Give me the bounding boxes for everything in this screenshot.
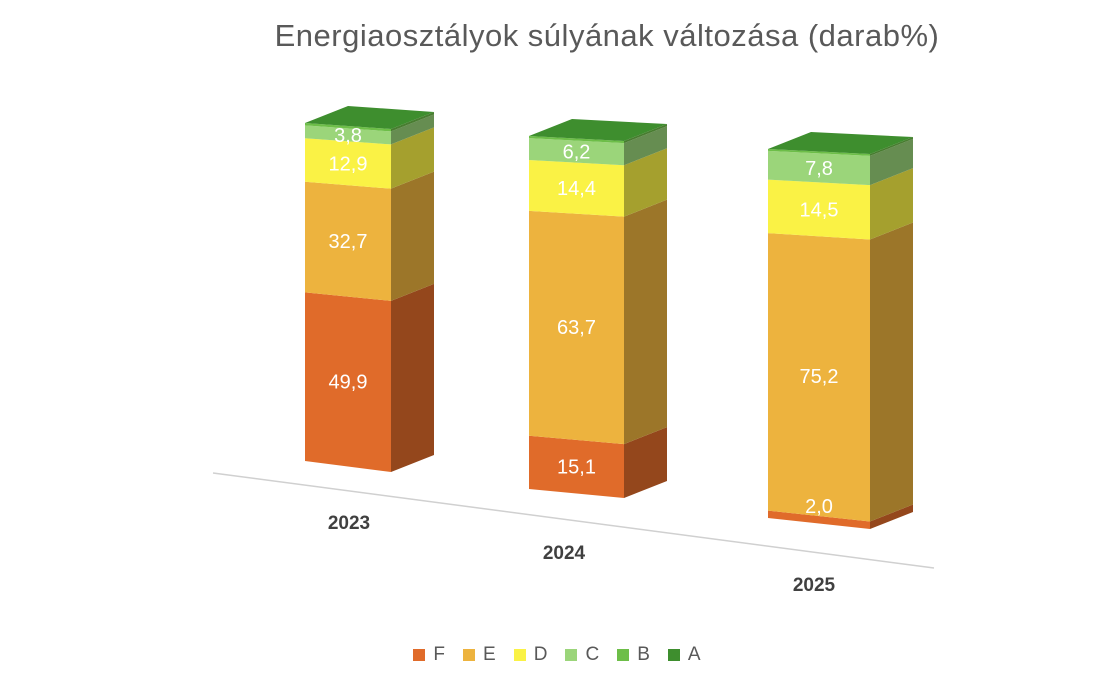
bar-2023-F-side [391, 283, 434, 472]
legend-swatch-B [617, 649, 630, 661]
legend-swatch-E [463, 649, 476, 661]
bar-2024-B-side [624, 124, 667, 144]
data-label-2023-E: 32,7 [329, 231, 368, 253]
data-label-2024-C: 6,2 [563, 142, 591, 164]
bar-2025-C-front [768, 150, 870, 186]
data-label-2023-D: 12,9 [329, 153, 368, 175]
category-label-2025: 2025 [793, 575, 836, 596]
bar-2025-F-side [870, 504, 913, 529]
bar-2024-C-front [529, 138, 624, 166]
data-label-2025-C: 7,8 [805, 158, 833, 180]
bar-2024-D-side [624, 148, 667, 217]
bar-2023-D-side [391, 127, 434, 189]
bar-2025-C-side [870, 138, 913, 186]
data-label-2025-D: 14,5 [800, 199, 839, 221]
bar-2025-top [768, 132, 913, 154]
data-label-2023-F: 49,9 [329, 372, 368, 394]
bar-2025-B-front [768, 149, 870, 156]
bar-2023-E-side [391, 171, 434, 301]
legend-swatch-D [513, 649, 526, 661]
legend-label-A: A [687, 644, 701, 665]
bar-2025-D-side [870, 168, 913, 240]
legend-swatch-F [413, 649, 426, 661]
bar-2023-C-front [305, 125, 391, 145]
bar-2024-C-side [624, 126, 667, 166]
bar-2023-F-front [305, 292, 391, 472]
legend-label-B: B [637, 644, 650, 665]
legend-item-B: B [617, 644, 650, 666]
bar-2023-B-front [305, 123, 391, 132]
floor-line [212, 472, 935, 569]
bar-2025-D-front [768, 179, 870, 240]
bar-2023-top [305, 106, 434, 129]
category-label-2023: 2023 [328, 513, 370, 534]
bar-2024-F-side [624, 427, 667, 498]
legend-item-A: A [667, 644, 701, 666]
data-label-2025-F: 2,0 [805, 496, 833, 518]
bar-2024-E-side [624, 199, 667, 445]
bar-2023-E-front [305, 181, 391, 301]
bar-2025-E-front [768, 233, 870, 522]
legend-item-D: D [513, 644, 548, 666]
bar-2025-F-front [768, 510, 870, 529]
legend-item-C: C [565, 644, 599, 666]
category-label-2024: 2024 [543, 543, 586, 564]
legend-item-E: E [463, 644, 496, 666]
data-label-2025-E: 75,2 [800, 366, 839, 388]
bar-2023-D-front [305, 138, 391, 189]
legend-label-F: F [433, 644, 446, 665]
legend-item-F: F [413, 644, 445, 666]
bar-2025-B-side [870, 137, 913, 156]
data-label-2024-F: 15,1 [557, 457, 596, 479]
legend-swatch-C [565, 649, 578, 661]
legend-swatch-A [667, 649, 680, 661]
legend-label-D: D [533, 644, 548, 665]
bar-2024-D-front [529, 160, 624, 217]
data-label-2024-E: 63,7 [557, 317, 596, 339]
chart-title: Energiaosztályok súlyának változása (dar… [274, 18, 940, 53]
data-label-2023-C: 3,8 [334, 125, 362, 147]
data-label-2024-D: 14,4 [557, 178, 596, 200]
bar-2024-B-front [529, 136, 624, 144]
bar-2023-B-side [391, 112, 434, 132]
bar-2023-C-side [391, 114, 434, 145]
bar-2025-E-side [870, 222, 913, 522]
bar-2024-F-front [529, 435, 624, 498]
bar-2024-top [529, 119, 667, 141]
bar-2024-E-front [529, 210, 624, 445]
legend-label-C: C [585, 644, 600, 665]
legend-label-E: E [483, 644, 496, 665]
